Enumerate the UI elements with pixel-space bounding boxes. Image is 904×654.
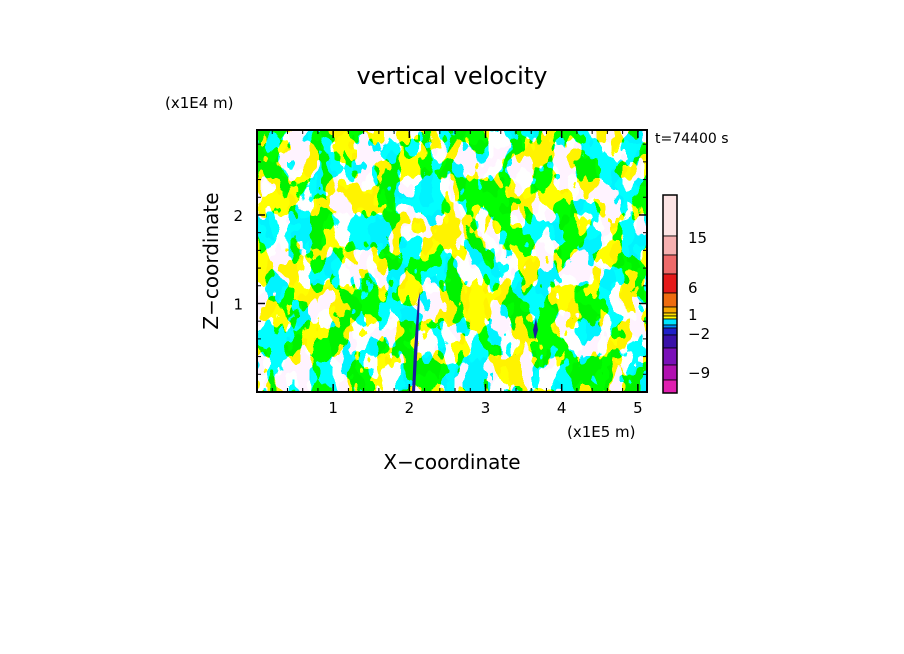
colorbar: 15 6 1−2 −9 <box>662 194 710 394</box>
colorbar-tick-label: −9 <box>688 364 710 382</box>
colorbar-level <box>662 379 678 394</box>
x-tick-label: 2 <box>405 399 415 417</box>
x-unit-label: (x1E5 m) <box>567 423 636 441</box>
x-tick-label: 3 <box>481 399 491 417</box>
plot-frame <box>256 129 648 393</box>
strong-downdraft-streak <box>412 292 420 392</box>
strong-downdraft-streak <box>533 318 538 340</box>
colorbar-level <box>662 334 678 349</box>
plot-area <box>257 130 647 392</box>
y-axis-label: Z−coordinate <box>199 192 223 329</box>
colorbar-level <box>662 194 678 237</box>
colorbar-level <box>662 347 678 366</box>
x-tick-label: 4 <box>557 399 567 417</box>
x-axis-ticks: 1 2 3 4 5 <box>271 130 643 417</box>
y-axis-ticks: 12 <box>233 143 647 375</box>
colorbar-level <box>662 292 678 308</box>
colorbar-tick-label: 15 <box>688 229 707 247</box>
colorbar-level <box>662 235 678 256</box>
colorbar-level <box>662 327 678 336</box>
colorbar-level <box>662 315 678 320</box>
colorbar-tick-label: 6 <box>688 279 698 297</box>
colorbar-level <box>662 254 678 275</box>
colorbar-tick-label: −2 <box>688 325 710 343</box>
time-label: t=74400 s <box>655 131 729 147</box>
y-tick-label: 1 <box>233 295 243 313</box>
colorbar-level <box>662 364 678 381</box>
colorbar-level <box>662 312 678 317</box>
colorbar-level <box>662 273 678 294</box>
y-tick-label: 2 <box>233 207 243 225</box>
colorbar-level <box>662 318 678 326</box>
y-unit-label: (x1E4 m) <box>165 94 234 112</box>
colorbar-frame <box>662 194 678 394</box>
colorbar-level <box>662 306 678 314</box>
velocity-field <box>257 130 647 392</box>
colorbar-level <box>662 324 678 329</box>
x-tick-label: 1 <box>328 399 338 417</box>
chart-title: vertical velocity <box>357 62 548 90</box>
colorbar-tick-label: 1 <box>688 306 698 324</box>
x-axis-label: X−coordinate <box>383 450 520 474</box>
x-tick-label: 5 <box>633 399 643 417</box>
